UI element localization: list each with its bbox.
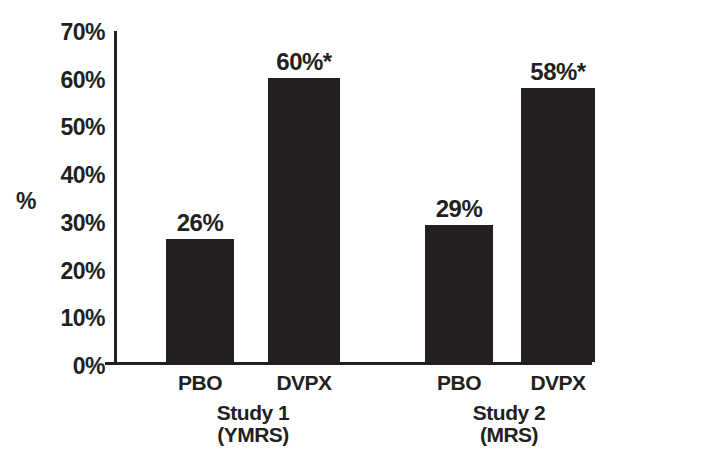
group-subtitle: (YMRS) [217,424,289,446]
bar-category-label: PBO [437,372,481,393]
y-tick-label-10: 10% [60,305,105,331]
bar-value-label: 29% [436,197,483,221]
bar-value-label: 60%* [276,50,331,74]
bar-study1-dvpx: 60%* DVPX [268,78,340,362]
y-tick-label-0: 0% [73,353,105,379]
group-title: Study 2 [473,402,545,424]
group-title: Study 1 [217,402,289,424]
bar-value-label: 58%* [530,60,585,84]
bar-category-label: DVPX [276,372,331,393]
group-subtitle: (MRS) [473,424,545,446]
y-tick-label-30: 30% [60,210,105,236]
group-label-study2: Study 2 (MRS) [473,402,545,446]
y-tick-label-70: 70% [60,19,105,45]
bar-study2-pbo: 29% PBO [425,225,493,362]
bar-chart-figure: % 70% 60% 50% 40% 30% 20% 10% 0% 26% PBO… [0,0,705,453]
y-tick-label-40: 40% [60,162,105,188]
y-tick-label-60: 60% [60,67,105,93]
bar-value-label: 26% [177,211,224,235]
y-tick-label-20: 20% [60,258,105,284]
bar-study1-pbo: 26% PBO [166,239,234,362]
y-axis-tick-labels: 70% 60% 50% 40% 30% 20% 10% 0% [30,19,105,379]
plot-area: 26% PBO 60%* DVPX 29% PBO 58%* DVPX Stud… [114,31,592,365]
bar-category-label: PBO [178,372,222,393]
y-tick-label-50: 50% [60,114,105,140]
group-label-study1: Study 1 (YMRS) [217,402,289,446]
bar-category-label: DVPX [530,372,585,393]
bar-study2-dvpx: 58%* DVPX [521,88,595,362]
